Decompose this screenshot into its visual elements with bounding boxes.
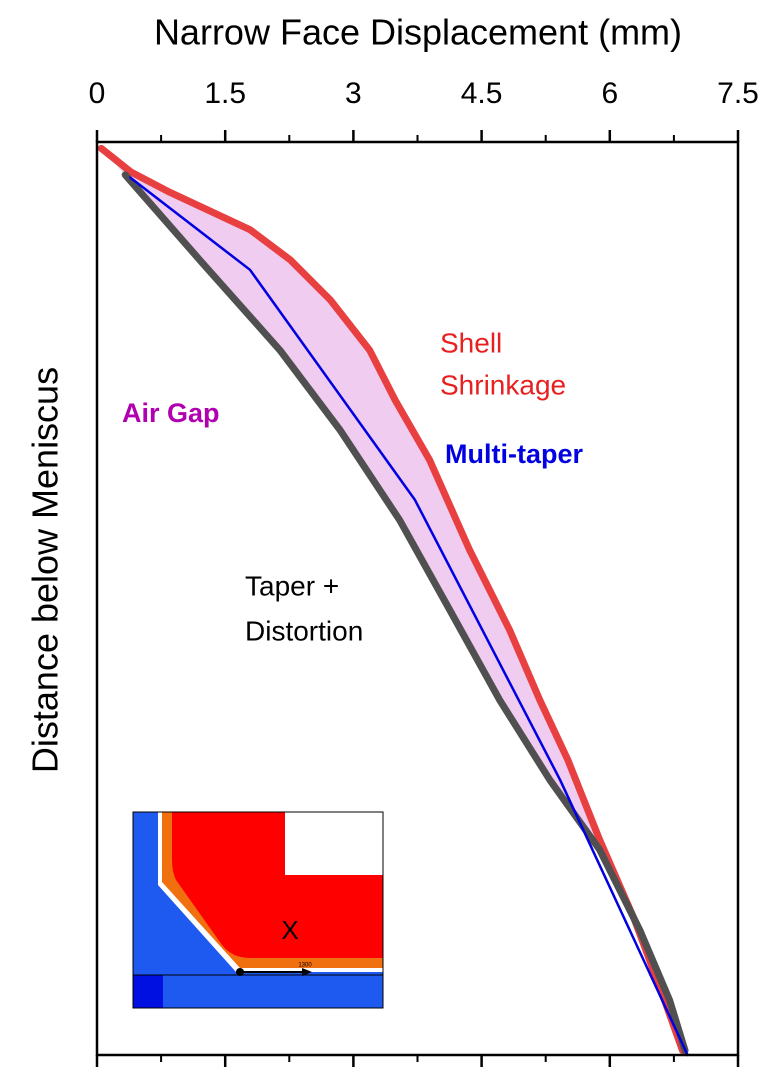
x-tick-label: 7.5	[717, 77, 759, 110]
inset-label: 1300	[298, 963, 312, 969]
x-tick-label: 6	[601, 77, 618, 110]
page: {"chart_data": {"type": "line", "x_label…	[0, 0, 767, 1081]
inset-dot	[236, 968, 244, 976]
x-axis-title: Narrow Face Displacement (mm)	[154, 12, 682, 53]
x-tick-label: 3	[345, 77, 362, 110]
x-tick-label: 4.5	[461, 77, 503, 110]
annotation: Multi-taper	[445, 439, 583, 469]
chart: Narrow Face Displacement (mm) Distance b…	[0, 0, 767, 1081]
inset-block	[133, 975, 163, 1008]
annotation: Shell	[440, 327, 502, 358]
inset-image: X 1300	[133, 812, 383, 1008]
annotation: Distortion	[245, 615, 363, 646]
inset-mold	[133, 975, 383, 1008]
inset-label: X	[281, 915, 298, 945]
annotation: Taper +	[245, 570, 339, 601]
annotation: Shrinkage	[440, 369, 566, 400]
inset-white	[285, 812, 383, 875]
annotation: Air Gap	[122, 398, 220, 428]
y-axis-title: Distance below Meniscus	[25, 367, 66, 773]
x-tick-label: 0	[89, 77, 106, 110]
x-tick-label: 1.5	[204, 77, 246, 110]
